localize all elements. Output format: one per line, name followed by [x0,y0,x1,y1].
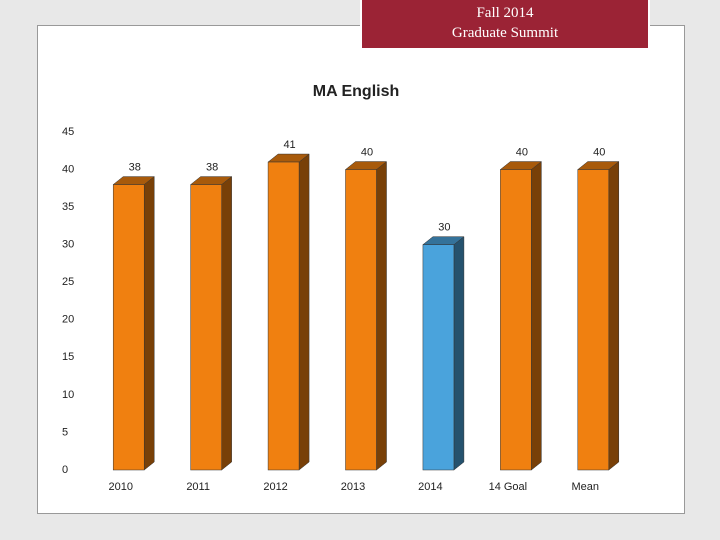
bar-side [608,161,620,471]
data-label: 38 [129,161,141,173]
y-tick-label: 35 [62,201,74,213]
y-tick-label: 45 [62,126,74,138]
y-tick-label: 5 [62,426,68,438]
x-tick-label: 14 Goal [489,481,528,493]
y-tick-label: 10 [62,389,74,401]
header-line: Graduate Summit [451,25,559,41]
y-tick-label: 0 [62,464,68,476]
data-label: 38 [206,161,218,173]
bar-side [298,153,310,471]
bar-side [531,161,542,471]
chart-title: MA English [313,83,400,100]
x-tick-label: Mean [572,481,600,493]
data-label: 40 [516,146,528,158]
bar [577,169,610,471]
bar-side [453,236,465,471]
bar [422,244,455,471]
x-tick-label: 2013 [341,481,365,493]
data-label: 40 [361,146,373,158]
y-tick-label: 15 [62,351,74,363]
bar [267,161,300,471]
header-line: Fall 2014 [476,5,534,21]
data-label: 40 [593,146,605,158]
y-tick-label: 25 [62,276,74,288]
bar [345,169,377,471]
y-tick-label: 20 [62,314,74,326]
x-tick-label: 2010 [108,481,132,493]
x-tick-label: 2012 [263,481,287,493]
x-tick-label: 2014 [418,481,442,493]
bar [190,184,222,471]
y-tick-label: 30 [62,239,74,251]
slide-header: Fall 2014 Graduate Summit [360,0,650,50]
bar [112,184,145,471]
bar-side [376,161,387,471]
x-tick-label: 2011 [186,481,210,493]
bar [500,169,532,471]
data-label: 30 [438,222,450,234]
data-label: 41 [283,139,295,151]
bar-side [221,176,232,471]
y-tick-label: 40 [62,163,74,175]
bar-side [143,176,155,471]
